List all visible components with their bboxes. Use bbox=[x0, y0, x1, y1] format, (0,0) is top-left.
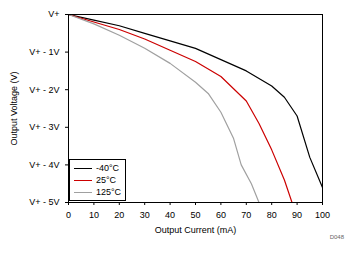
svg-text:90: 90 bbox=[292, 210, 302, 220]
svg-text:V+ - 3V: V+ - 3V bbox=[29, 122, 59, 132]
svg-text:Output Current (mA): Output Current (mA) bbox=[155, 225, 237, 235]
svg-text:V+ - 5V: V+ - 5V bbox=[29, 197, 59, 207]
svg-text:40: 40 bbox=[165, 210, 175, 220]
svg-text:V+ - 1V: V+ - 1V bbox=[29, 47, 59, 57]
svg-text:0: 0 bbox=[66, 210, 71, 220]
html-text:-40°C: -40°C bbox=[96, 163, 120, 173]
svg-text:20: 20 bbox=[114, 210, 124, 220]
svg-text:V+ - 2V: V+ - 2V bbox=[29, 85, 59, 95]
html-text:125°C: 125°C bbox=[96, 187, 122, 197]
svg-text:10: 10 bbox=[89, 210, 99, 220]
svg-text:V+: V+ bbox=[48, 9, 59, 19]
svg-text:Output Voltage (V): Output Voltage (V) bbox=[9, 71, 19, 145]
html-text:25°C: 25°C bbox=[96, 175, 117, 185]
html-text:D048: D048 bbox=[329, 234, 344, 240]
svg-text:V+ - 4V: V+ - 4V bbox=[29, 160, 59, 170]
svg-text:70: 70 bbox=[241, 210, 251, 220]
svg-text:80: 80 bbox=[267, 210, 277, 220]
svg-text:60: 60 bbox=[216, 210, 226, 220]
svg-text:100: 100 bbox=[315, 210, 330, 220]
svg-text:50: 50 bbox=[190, 210, 200, 220]
svg-text:30: 30 bbox=[140, 210, 150, 220]
